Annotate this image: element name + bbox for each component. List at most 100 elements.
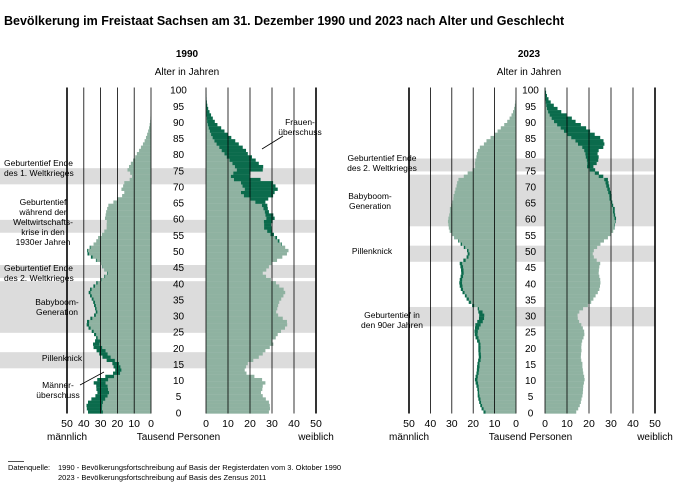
- x-tick-1990-5: 0: [148, 418, 154, 430]
- bar-female-2023-age-64: [545, 203, 612, 208]
- surplus-male-2023-age-10: [474, 377, 478, 382]
- bar-male-2023-age-56: [449, 229, 516, 233]
- pyramid-title-1990: 1990: [176, 49, 199, 60]
- surplus-female-2023-age-84: [575, 139, 604, 143]
- surplus-female-2023-age-99: [545, 90, 547, 95]
- surplus-female-2023-age-88: [560, 126, 587, 130]
- bar-male-1990-age-78: [133, 158, 151, 162]
- surplus-male-1990-age-26: [88, 326, 91, 330]
- surplus-male-1990-age-34: [93, 300, 96, 304]
- bar-female-1990-age-57: [206, 226, 265, 230]
- bar-female-1990-age-49: [206, 252, 287, 256]
- surplus-male-2023-age-12: [476, 371, 479, 375]
- surplus-female-1990-age-77: [232, 161, 259, 166]
- bar-male-2023-age-69: [455, 187, 516, 191]
- surplus-female-1990-age-52: [281, 242, 282, 246]
- age-tick-1990-75: 75: [173, 166, 185, 177]
- bar-male-1990-age-50: [88, 248, 151, 253]
- surplus-female-1990-age-76: [234, 164, 264, 169]
- surplus-female-1990-age-92: [206, 113, 212, 117]
- label-male-1990: männlich: [47, 432, 87, 443]
- bar-male-2023-age-12: [478, 371, 516, 375]
- bar-male-1990-age-2: [102, 403, 151, 408]
- surplus-female-2023-age-89: [557, 123, 581, 127]
- bar-male-2023-age-44: [463, 268, 516, 272]
- bar-female-1990-age-67: [206, 194, 244, 198]
- surplus-female-2023-age-95: [546, 103, 554, 108]
- bar-female-2023-age-9: [545, 381, 584, 385]
- bar-female-2023-age-59: [545, 219, 615, 224]
- bar-female-1990-age-55: [206, 232, 271, 237]
- bar-female-2023-age-80: [545, 152, 586, 156]
- bar-female-2023-age-72: [545, 177, 605, 182]
- bar-male-2023-age-57: [448, 226, 516, 230]
- bar-male-1990-age-13: [121, 368, 151, 372]
- surplus-female-1990-age-93: [206, 110, 210, 114]
- surplus-male-2023-age-44: [461, 268, 464, 272]
- bar-female-1990-age-71: [206, 181, 241, 185]
- bar-female-2023-age-76: [545, 164, 588, 169]
- surplus-male-1990-age-4: [91, 397, 106, 401]
- bar-male-1990-age-53: [96, 239, 151, 243]
- bar-male-1990-age-44: [104, 268, 151, 272]
- bar-male-1990-age-35: [93, 297, 151, 301]
- bar-male-2023-age-82: [479, 145, 516, 149]
- surplus-male-2023-age-23: [475, 336, 479, 340]
- bar-female-2023-age-57: [545, 226, 615, 230]
- bar-male-1990-age-55: [101, 232, 151, 237]
- bar-male-1990-age-81: [139, 148, 151, 153]
- surplus-female-1990-age-90: [207, 119, 215, 124]
- age-tick-2023-0: 0: [528, 408, 534, 419]
- surplus-female-2023-age-74: [594, 171, 599, 175]
- bar-male-1990-age-90: [150, 119, 151, 124]
- surplus-female-1990-age-66: [250, 197, 269, 201]
- bar-male-1990-age-62: [106, 210, 151, 214]
- bar-male-2023-age-66: [453, 197, 516, 201]
- bar-male-1990-age-72: [129, 177, 151, 182]
- bar-male-2023-age-30: [484, 313, 516, 317]
- bar-female-2023-age-70: [545, 184, 607, 188]
- x-tick-1990-9: 30: [266, 418, 278, 430]
- surplus-male-1990-age-9: [93, 381, 106, 385]
- surplus-male-1990-age-18: [99, 352, 108, 356]
- bar-male-2023-age-6: [479, 390, 516, 395]
- bar-female-1990-age-36: [206, 294, 284, 298]
- bar-female-2023-age-34: [545, 300, 592, 304]
- bar-female-1990-age-16: [206, 358, 254, 363]
- surplus-female-2023-age-76: [587, 164, 594, 169]
- surplus-female-1990-age-84: [214, 139, 236, 143]
- label-female-1990: weiblich: [297, 432, 334, 443]
- band-label-2023-1: Babyboom-Generation: [348, 191, 392, 211]
- age-tick-1990-35: 35: [173, 295, 185, 306]
- annotation-arrow-maenner: [79, 371, 105, 386]
- surplus-female-1990-age-79: [226, 155, 252, 159]
- bar-female-1990-age-84: [206, 139, 215, 143]
- bar-female-2023-age-31: [545, 310, 580, 314]
- bar-male-2023-age-64: [451, 203, 516, 208]
- bar-female-1990-age-35: [206, 297, 282, 301]
- age-tick-1990-45: 45: [173, 263, 185, 274]
- surplus-male-1990-age-47: [95, 258, 97, 262]
- bar-male-2023-age-62: [449, 210, 516, 214]
- bar-male-2023-age-95: [514, 103, 516, 108]
- bar-male-2023-age-68: [454, 190, 516, 195]
- bar-male-2023-age-80: [476, 152, 516, 156]
- bar-female-1990-age-70: [206, 184, 243, 188]
- bar-female-1990-age-39: [206, 284, 280, 288]
- surplus-female-2023-age-87: [563, 129, 591, 133]
- surplus-female-2023-age-60: [614, 216, 617, 220]
- surplus-male-2023-age-8: [476, 384, 479, 388]
- bar-male-1990-age-1: [102, 407, 151, 411]
- surplus-male-1990-age-15: [112, 361, 120, 366]
- bar-male-1990-age-84: [144, 139, 151, 143]
- bar-male-1990-age-68: [124, 190, 151, 195]
- bar-female-1990-age-24: [206, 332, 278, 337]
- bar-male-1990-age-38: [91, 287, 151, 291]
- bar-female-2023-age-33: [545, 303, 588, 308]
- bar-male-2023-age-40: [462, 281, 516, 285]
- age-tick-2023-90: 90: [525, 118, 537, 129]
- bar-female-2023-age-8: [545, 384, 584, 388]
- bar-male-1990-age-19: [105, 348, 151, 353]
- bar-female-2023-age-79: [545, 155, 586, 159]
- bar-male-1990-age-26: [90, 326, 151, 330]
